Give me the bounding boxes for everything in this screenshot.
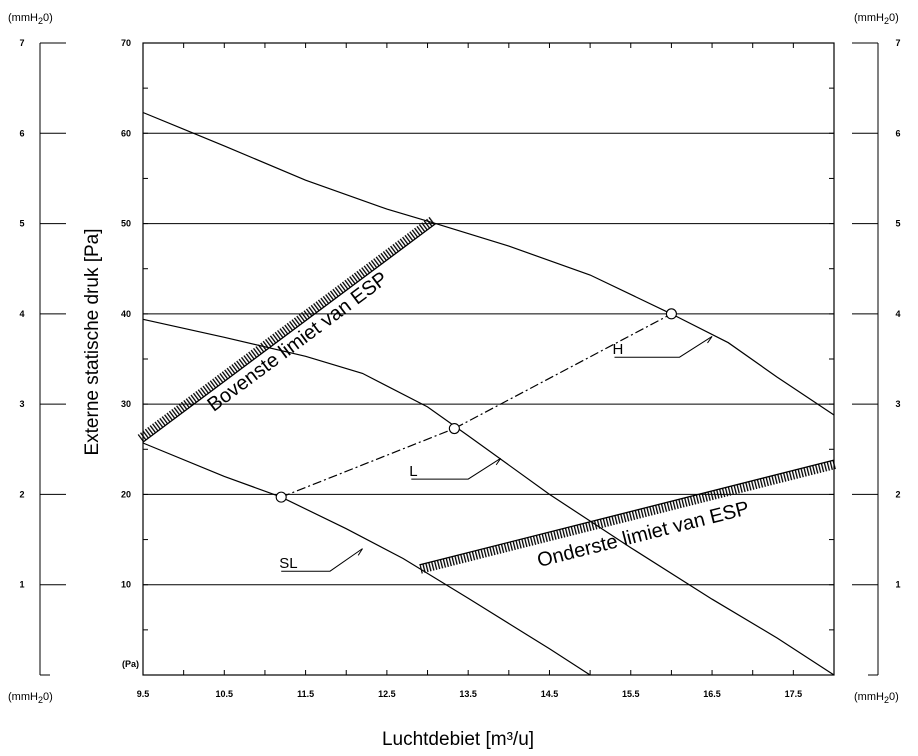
lower-limit-band-edge	[419, 459, 835, 566]
y-tick-label: 20	[121, 489, 131, 499]
x-axis-title: Luchtdebiet [m³/u]	[382, 729, 534, 750]
lower-limit-band	[419, 459, 837, 574]
left-mm-tick-label: 4	[19, 309, 24, 319]
y-tick-label: 60	[121, 128, 131, 138]
x-tick-label: 10.5	[216, 689, 234, 699]
series-group	[142, 111, 835, 676]
y-tick-label: 40	[121, 309, 131, 319]
right-mm-tick-label: 1	[895, 580, 900, 590]
mm-unit-label-top-left: (mmH20)	[8, 12, 53, 26]
grid	[143, 132, 834, 586]
x-tick-label: 16.5	[703, 689, 721, 699]
series-l-curve	[142, 318, 835, 676]
mm-unit-label-top-right: (mmH20)	[854, 12, 899, 26]
right-mm-tick-label: 6	[895, 128, 900, 138]
curve-label-sl: SL	[279, 555, 297, 572]
curve-leaders	[281, 335, 713, 572]
y-tick-label: 70	[121, 38, 131, 48]
series-h-curve	[142, 111, 835, 416]
left-mm-tick-label: 3	[19, 399, 24, 409]
upper-limit-label: Bovenste limiet van ESP	[203, 268, 392, 417]
x-tick-label: 11.5	[297, 689, 314, 699]
series-sl-curve	[142, 442, 591, 676]
curve-label-h: H	[613, 341, 624, 358]
x-tick-label: 9.5	[137, 689, 150, 699]
left-mm-tick-label: 2	[19, 489, 24, 499]
x-tick-label: 17.5	[785, 689, 803, 699]
x-tick-label: 13.5	[459, 689, 477, 699]
y-tick-label: 10	[121, 580, 131, 590]
pa-unit-label: (Pa)	[122, 659, 139, 669]
plot-frame	[142, 42, 835, 676]
y-tick-label: 50	[121, 219, 131, 229]
upper-limit-band-hatch	[137, 216, 436, 443]
right-mm-tick-label: 7	[895, 38, 900, 48]
operating-points	[275, 308, 677, 503]
y-axis-title: Externe statische druk [Pa]	[82, 228, 103, 455]
arrow-sl	[357, 548, 363, 556]
curve-label-l: L	[409, 463, 417, 480]
operating-point	[665, 308, 677, 320]
right-mm-tick-label: 4	[895, 309, 900, 319]
operating-point	[275, 491, 287, 503]
side-axes	[39, 42, 879, 676]
y-tick-label: 30	[121, 399, 131, 409]
mm-unit-label-bottom-right: (mmH20)	[854, 691, 899, 705]
left-mm-tick-label: 7	[19, 38, 24, 48]
upper-limit-band-edge	[142, 223, 437, 443]
x-tick-label: 14.5	[541, 689, 559, 699]
leader-h	[614, 335, 713, 358]
left-mm-tick-label: 5	[19, 219, 24, 229]
esp-limit-bands	[137, 216, 837, 574]
leader-sl	[281, 548, 363, 572]
x-tick-label: 12.5	[378, 689, 396, 699]
mm-unit-label-bottom-left: (mmH20)	[8, 691, 53, 705]
arrow-h	[707, 336, 713, 344]
operating-point	[448, 422, 460, 435]
lower-limit-band-hatch	[419, 460, 837, 574]
right-mm-tick-label: 3	[895, 399, 900, 409]
arrow-l	[495, 458, 502, 466]
left-mm-tick-label: 1	[19, 580, 24, 590]
left-mm-tick-label: 6	[19, 128, 24, 138]
right-mm-tick-label: 2	[895, 489, 900, 499]
leader-l	[411, 457, 501, 480]
upper-limit-band	[137, 216, 437, 443]
x-tick-label: 15.5	[622, 689, 640, 699]
right-mm-tick-label: 5	[895, 219, 900, 229]
